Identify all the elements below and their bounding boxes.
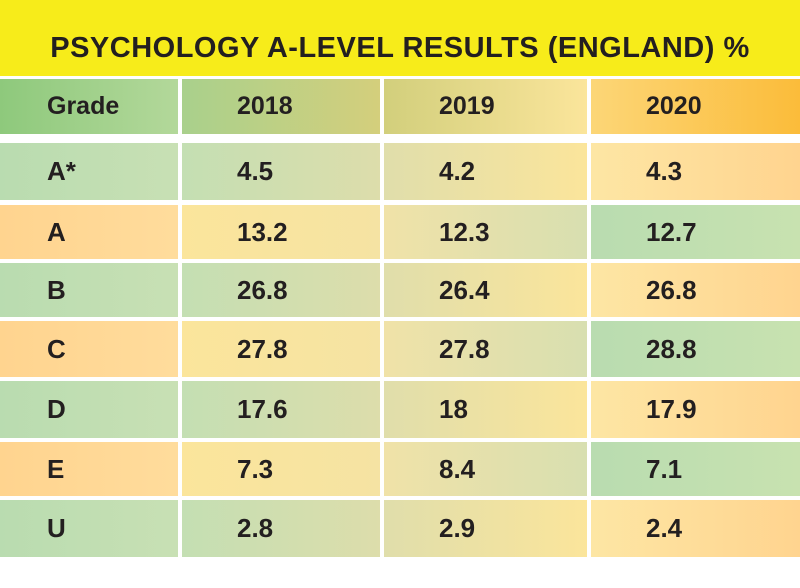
value-cell: 2.8	[182, 500, 380, 557]
value-cell: 12.7	[591, 205, 800, 259]
header-year-2018: 2018	[182, 79, 380, 134]
header-year-2020: 2020	[591, 79, 800, 134]
value-cell: 17.9	[591, 381, 800, 438]
grade-label-cell: D	[0, 381, 178, 438]
value-cell: 2.4	[591, 500, 800, 557]
value-cell: 18	[384, 381, 587, 438]
grade-label-cell: A*	[0, 143, 178, 200]
value-cell: 12.3	[384, 205, 587, 259]
value-cell: 27.8	[384, 321, 587, 377]
value-cell: 27.8	[182, 321, 380, 377]
title-bar	[0, 0, 800, 76]
value-cell: 7.1	[591, 442, 800, 496]
value-cell: 4.5	[182, 143, 380, 200]
value-cell: 26.4	[384, 263, 587, 317]
grade-label-cell: B	[0, 263, 178, 317]
header-grade: Grade	[0, 79, 178, 134]
header-year-2019: 2019	[384, 79, 587, 134]
value-cell: 2.9	[384, 500, 587, 557]
grade-label-cell: E	[0, 442, 178, 496]
value-cell: 26.8	[591, 263, 800, 317]
value-cell: 26.8	[182, 263, 380, 317]
value-cell: 8.4	[384, 442, 587, 496]
grade-label-cell: U	[0, 500, 178, 557]
value-cell: 13.2	[182, 205, 380, 259]
table-title: PSYCHOLOGY A-LEVEL RESULTS (ENGLAND) %	[50, 32, 750, 64]
value-cell: 7.3	[182, 442, 380, 496]
value-cell: 28.8	[591, 321, 800, 377]
value-cell: 4.3	[591, 143, 800, 200]
value-cell: 4.2	[384, 143, 587, 200]
grade-label-cell: A	[0, 205, 178, 259]
grade-label-cell: C	[0, 321, 178, 377]
value-cell: 17.6	[182, 381, 380, 438]
